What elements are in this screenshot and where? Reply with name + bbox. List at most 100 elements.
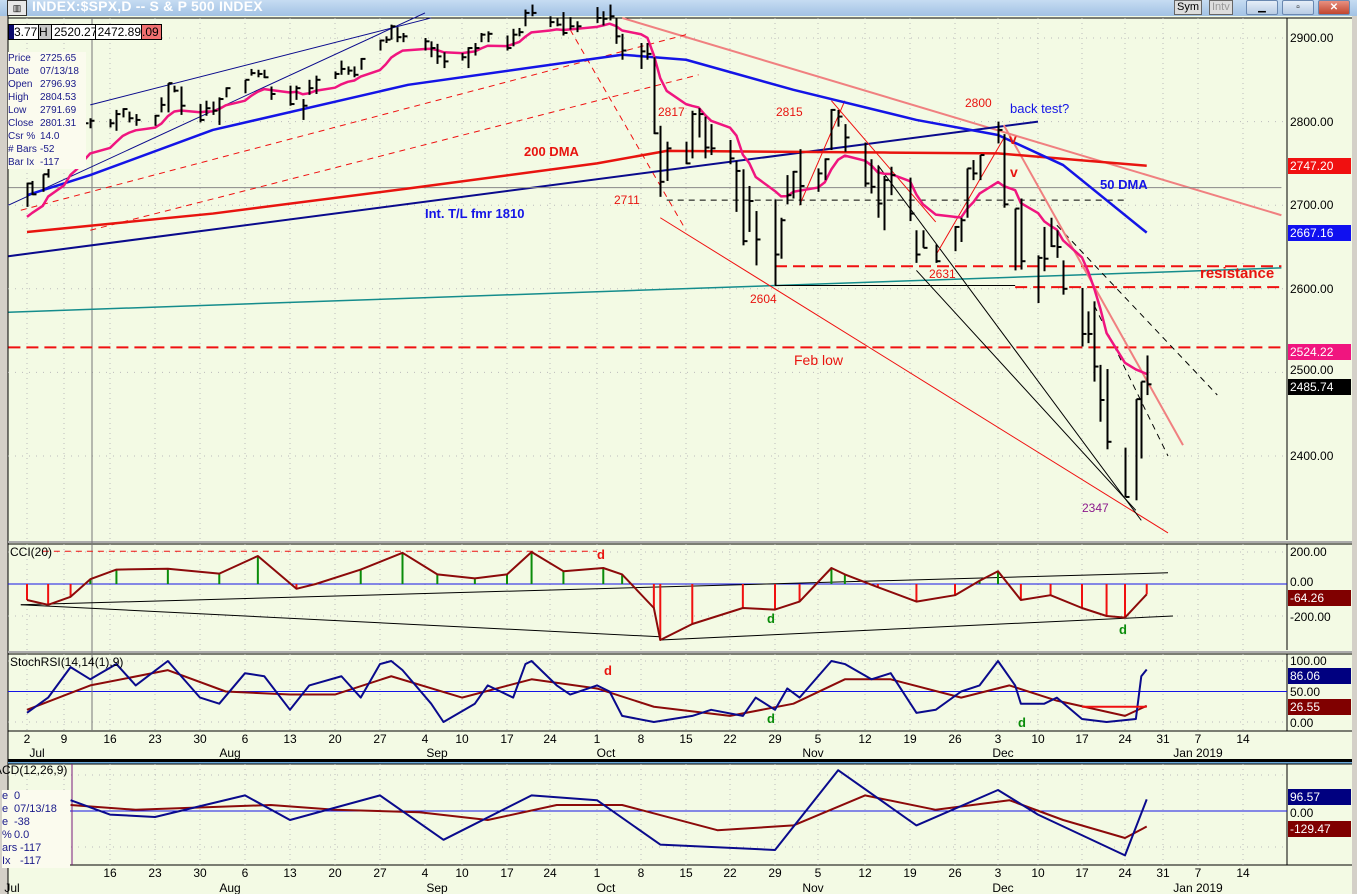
x-axis-tick-label: 8 [638,732,645,746]
x-axis-month-label: Jul [29,746,44,760]
cci-trendline [660,615,1174,641]
x-axis-tick-label: 6 [242,866,249,880]
x-axis-tick-label: 24 [543,866,557,880]
price-trendline [1056,224,1218,396]
cci-trendline [20,572,1169,606]
open-value: 3.77 [14,25,38,39]
info-row-high: High 2804.53 [8,92,77,103]
price-trendline [8,267,1282,313]
x-axis-month-label: Dec [992,881,1013,894]
price-tick: 2800.00 [1290,115,1334,129]
high-label: H [38,24,52,40]
stoch-annotation-d: d [1018,715,1026,730]
close-button[interactable]: ✕ [1318,0,1350,15]
info-row-close: Close 2801.31 [8,118,77,129]
annotation-50-dma: 50 DMA [1100,177,1148,192]
annotation-2347: 2347 [1082,501,1109,515]
price-trendline [90,74,699,231]
annotation-feb-low: Feb low [794,352,844,368]
cci-annotation-d: d [767,611,775,626]
x-axis-month-label: Nov [802,881,823,894]
price-trendline [20,34,687,211]
x-axis-month-label: Jan 2019 [1173,746,1223,760]
x-axis-tick-label: 13 [283,732,297,746]
x-axis-tick-label: 23 [148,866,162,880]
x-axis-tick-label: 30 [193,732,207,746]
dma200-line [26,149,1147,234]
maximize-button[interactable]: ▫ [1282,0,1314,15]
info-row-open: Open 2796.93 [8,79,77,90]
price-tick: 2500.00 [1290,363,1334,377]
minimize-button[interactable]: ▁ [1246,0,1278,15]
price-tick: 2400.00 [1290,449,1334,463]
last-price-label: 2485.74 [1288,379,1351,395]
annotation-int-trendline: Int. T/L fmr 1810 [425,206,525,221]
x-axis-month-label: Sep [426,881,448,894]
stochrsi-title: StochRSI(14,14(1),9) [10,655,124,669]
cci-tick: 200.00 [1290,545,1327,559]
macd-info-row: % 0.0 [2,829,30,841]
annotation-back-test: back test? [1010,101,1070,116]
annotation-2800: 2800 [965,96,992,110]
sym-button[interactable]: Sym [1174,0,1202,15]
annotation-v2: v [1010,164,1018,180]
stoch-tick: 0.00 [1290,716,1314,730]
price-trendline [621,16,1282,217]
dma200-value-label: 2747.20 [1288,158,1351,174]
x-axis-tick-label: 20 [328,866,342,880]
x-axis-tick-label: 14 [1236,866,1250,880]
x-axis-tick-label: 13 [283,866,297,880]
stoch-annotation-d: d [767,711,775,726]
x-axis-tick-label: 29 [768,732,782,746]
cci-tick: 0.00 [1290,575,1314,589]
window-right-border [1352,16,1357,894]
cursor-info-panel: Price 2725.65 Date 07/13/18 Open 2796.93 Hi… [8,52,86,169]
x-axis-month-label: Oct [597,746,616,760]
panel-divider [8,759,1352,762]
x-axis-month-label: Oct [597,881,616,894]
annotation-2815: 2815 [776,105,803,119]
x-axis-tick-label: 12 [858,866,872,880]
x-axis-tick-label: 15 [679,732,693,746]
x-axis-tick-label: 12 [858,732,872,746]
x-axis-tick-label: 26 [948,866,962,880]
x-axis-tick-label: 19 [903,732,917,746]
x-axis-tick-label: 27 [373,866,387,880]
price-trendline [569,29,687,231]
x-axis-tick-label: 17 [500,866,514,880]
stoch-k-value-label: 86.06 [1288,668,1351,684]
x-axis-tick-label: 17 [1075,732,1089,746]
x-axis-tick-label: 24 [543,732,557,746]
x-axis-tick-label: 22 [723,866,737,880]
cci-trendline [20,604,661,638]
macd-info-row: e -38 [2,816,30,828]
cci-annotation-d: d [597,547,605,562]
annotation-200-dma: 200 DMA [524,144,579,159]
x-axis-tick-label: 17 [500,732,514,746]
annotation-2631: 2631 [929,267,956,281]
info-row-barix: Bar Ix -117 [8,157,60,168]
chart-area[interactable] [0,16,1352,894]
info-row-price: Price 2725.65 [8,53,77,64]
macd-info-row: Ix -117 [2,855,42,867]
x-axis-tick-label: 10 [1031,732,1045,746]
x-axis-tick-label: 1 [594,732,601,746]
macd-tick: 0.00 [1290,806,1314,820]
x-axis-tick-label: 10 [455,732,469,746]
macd-line [70,769,1148,857]
macd-signal-line [70,794,1148,839]
x-axis-month-label: Aug [219,746,240,760]
stoch-d-value-label: 26.55 [1288,699,1351,715]
stoch-tick: 50.00 [1290,685,1321,699]
x-axis-tick-label: 7 [1195,866,1202,880]
window-left-border [0,16,8,894]
x-axis-tick-label: 31 [1156,866,1170,880]
high-value: 2520.27 [51,24,97,40]
price-tick: 2600.00 [1290,282,1334,296]
info-row-csr: Csr % 14.0 [8,131,60,142]
x-axis-tick-label: 7 [1195,732,1202,746]
intv-button[interactable]: Intv [1209,0,1233,15]
